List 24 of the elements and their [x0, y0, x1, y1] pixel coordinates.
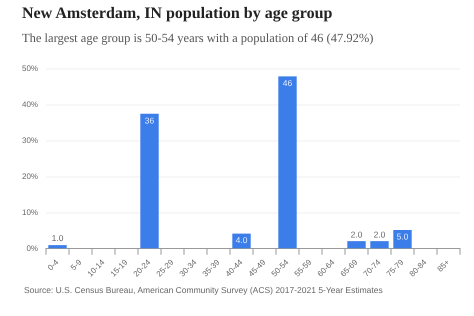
y-tick-label: 40%: [22, 100, 38, 109]
chart-title: New Amsterdam, IN population by age group: [22, 5, 332, 23]
y-tick-label: 50%: [22, 64, 38, 74]
x-tick-label: 0-4: [46, 257, 61, 272]
x-tick-label: 85+: [436, 258, 452, 274]
annotation: 5.0: [396, 232, 409, 242]
bar: [48, 245, 67, 248]
chart-subtitle: The largest age group is 50-54 years with a population of 46 (47.92%): [22, 31, 374, 46]
annotation: 36: [144, 115, 154, 126]
annotation: 2.0: [350, 229, 363, 240]
annotation: 2.0: [374, 229, 386, 240]
bar: [370, 241, 389, 248]
bar: [140, 114, 159, 248]
y-tick-label: 0%: [26, 244, 38, 253]
annotation: 4.0: [236, 235, 248, 246]
bar: [278, 76, 297, 248]
y-tick-label: 20%: [22, 172, 38, 181]
annotation: 1.0: [52, 233, 64, 244]
bar: [347, 241, 366, 248]
y-tick-label: 30%: [22, 136, 38, 145]
y-tick-label: 10%: [22, 208, 38, 217]
annotation: 46: [282, 78, 292, 88]
x-tick-label: 5-9: [68, 257, 84, 272]
source-note: Source: U.S. Census Bureau, American Community Survey (ACS) 2017-2021 5-Year Estimates: [24, 285, 383, 295]
